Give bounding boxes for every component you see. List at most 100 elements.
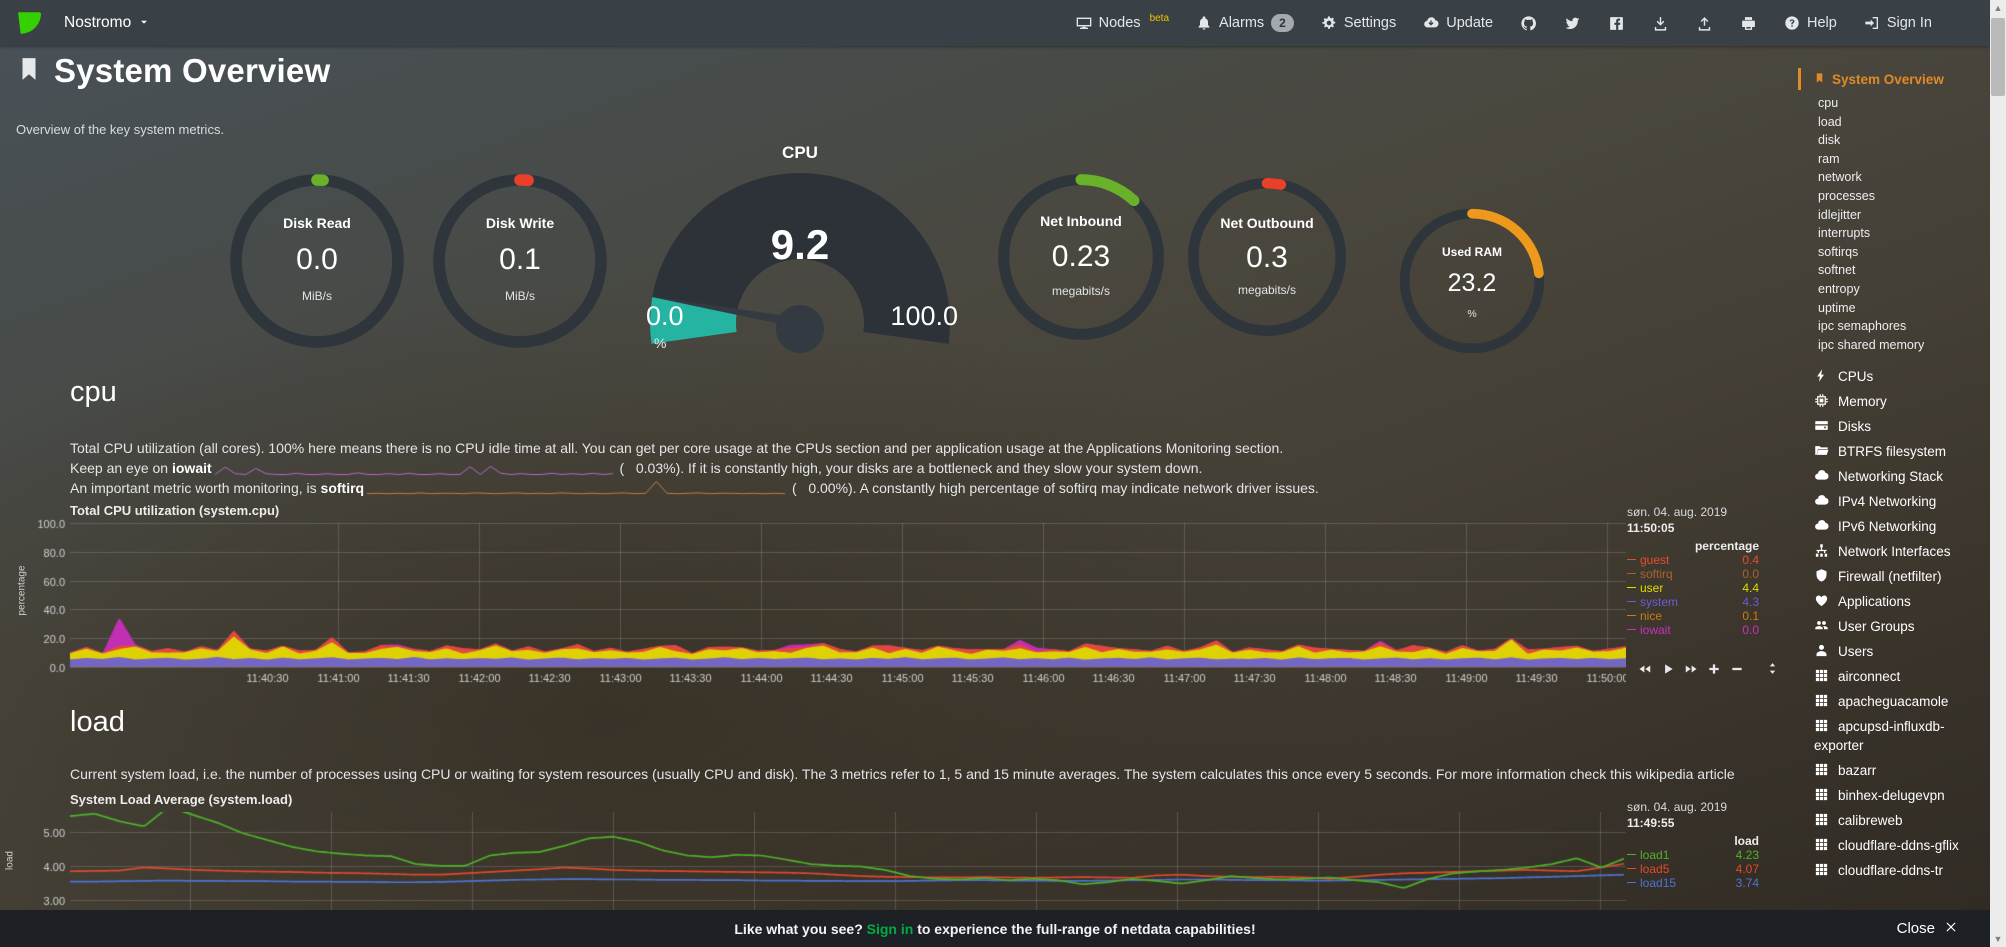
scroll-down-button[interactable]: ▼ <box>1993 934 2003 944</box>
gauge-net-inbound[interactable]: Net Inbound 0.23 megabits/s <box>996 172 1166 342</box>
sidebar-item-disks[interactable]: Disks <box>1798 414 1990 439</box>
sidebar-subitem-entropy[interactable]: entropy <box>1818 281 1860 296</box>
grid-icon <box>1814 838 1838 853</box>
print-button[interactable] <box>1740 15 1757 32</box>
close-icon <box>1944 920 1958 938</box>
sidebar-item-users[interactable]: Users <box>1798 639 1990 664</box>
sidebar-item-cpus[interactable]: CPUs <box>1798 364 1990 389</box>
sidebar: System Overview cpu load disk ram network pro… <box>1798 68 1990 883</box>
zoom-in-icon[interactable] <box>1707 662 1721 681</box>
sidebar-item-applications[interactable]: Applications <box>1798 589 1990 614</box>
page-scrollbar[interactable]: ▲ ▼ <box>1990 0 2006 947</box>
sidebar-subitem-ipc-semaphores[interactable]: ipc semaphores <box>1818 319 1907 334</box>
sidebar-subitem-network[interactable]: network <box>1818 170 1862 185</box>
scroll-up-button[interactable]: ▲ <box>1993 3 2003 13</box>
gauge-value: 0.23 <box>1051 240 1111 273</box>
gauge-cpu[interactable]: CPU 9.2 0.0 100.0 % <box>640 143 960 361</box>
gauge-disk-write[interactable]: Disk Write 0.1 MiB/s <box>431 172 609 350</box>
legend-row-guest[interactable]: guest 0.4 <box>1627 553 1759 567</box>
sidebar-item-network-interfaces[interactable]: Network Interfaces <box>1798 539 1990 564</box>
facebook-button[interactable] <box>1608 15 1625 32</box>
sidebar-item-system-overview[interactable]: System Overview <box>1798 68 1990 90</box>
cpu-chart-resize-handle[interactable] <box>1766 661 1779 681</box>
nodes-button[interactable]: Nodes beta <box>1076 13 1169 31</box>
sidebar-subitem-ipc-shared-memory[interactable]: ipc shared memory <box>1818 337 1925 352</box>
legend-row-system[interactable]: system 4.3 <box>1627 595 1759 609</box>
sidebar-item-networking-stack[interactable]: Networking Stack <box>1798 464 1990 489</box>
sidebar-subitem-idlejitter[interactable]: idlejitter <box>1818 207 1862 222</box>
legend-row-load1[interactable]: load1 4.23 <box>1627 848 1759 862</box>
gauge-title: Net Outbound <box>1220 214 1314 231</box>
legend-row-nice[interactable]: nice 0.1 <box>1627 609 1759 623</box>
update-button[interactable]: Update <box>1423 15 1493 31</box>
hostname-dropdown[interactable]: Nostromo <box>54 8 159 38</box>
sidebar-item-btrfs-filesystem[interactable]: BTRFS filesystem <box>1798 439 1990 464</box>
gauge-unit: megabits/s <box>1051 284 1111 299</box>
sidebar-subitem-interrupts[interactable]: interrupts <box>1818 226 1871 241</box>
pan-backward-icon[interactable] <box>1638 662 1652 681</box>
load-chart-ylabel: load <box>4 851 16 870</box>
legend-row-user[interactable]: user 4.4 <box>1627 581 1759 595</box>
sidebar-item-firewall-netfilter[interactable]: Firewall (netfilter) <box>1798 564 1990 589</box>
bell-icon <box>1196 15 1212 31</box>
play-icon[interactable] <box>1661 662 1675 681</box>
sidebar-item-cloudflare-ddns-gflix[interactable]: cloudflare-ddns-gflix <box>1798 833 1990 858</box>
softirq-sparkline <box>366 480 787 496</box>
sidebar-subitem-load[interactable]: load <box>1818 114 1842 129</box>
sidebar-item-user-groups[interactable]: User Groups <box>1798 614 1990 639</box>
sidebar-subitem-cpu[interactable]: cpu <box>1818 96 1839 110</box>
help-button[interactable]: Help <box>1784 15 1837 31</box>
scrollbar-thumb[interactable] <box>1991 18 2005 96</box>
sidebar-subitem-ram[interactable]: ram <box>1818 151 1840 166</box>
export-button[interactable] <box>1652 15 1669 32</box>
sidebar-item-memory[interactable]: Memory <box>1798 389 1990 414</box>
cloud-update-icon <box>1423 15 1439 31</box>
gauge-net-outbound[interactable]: Net Outbound 0.3 megabits/s <box>1186 176 1348 338</box>
sidebar-item-airconnect[interactable]: airconnect <box>1798 664 1990 689</box>
sidebar-item-calibreweb[interactable]: calibreweb <box>1798 808 1990 833</box>
chevron-down-icon <box>139 14 149 32</box>
legend-row-load15[interactable]: load15 3.74 <box>1627 876 1759 890</box>
sidebar-subitem-processes[interactable]: processes <box>1818 188 1875 203</box>
sidebar-subitem-disk[interactable]: disk <box>1818 133 1841 148</box>
twitter-button[interactable] <box>1564 15 1581 32</box>
alarms-button[interactable]: Alarms 2 <box>1196 14 1294 32</box>
netdata-logo-icon[interactable] <box>14 8 44 38</box>
pan-forward-icon[interactable] <box>1684 662 1698 681</box>
sidebar-item-cloudflare-ddns-tr[interactable]: cloudflare-ddns-tr <box>1798 858 1990 883</box>
gauge-used-ram[interactable]: Used RAM 23.2 % <box>1398 207 1546 355</box>
github-button[interactable] <box>1520 15 1537 32</box>
sidebar-subitem-softirqs[interactable]: softirqs <box>1818 244 1859 259</box>
cpu-chart-canvas[interactable] <box>36 517 1626 683</box>
gauge-max: 100.0 <box>890 301 958 331</box>
cloud-icon <box>1814 469 1838 484</box>
sidebar-item-bazarr[interactable]: bazarr <box>1798 758 1990 783</box>
sidebar-subitem-uptime[interactable]: uptime <box>1818 300 1856 315</box>
sidebar-item-ipv6-networking[interactable]: IPv6 Networking <box>1798 514 1990 539</box>
sidebar-item-binhex-delugevpn[interactable]: binhex-delugevpn <box>1798 783 1990 808</box>
close-label: Close <box>1896 920 1935 937</box>
sidebar-item-ipv4-networking[interactable]: IPv4 Networking <box>1798 489 1990 514</box>
settings-button[interactable]: Settings <box>1321 15 1396 31</box>
close-banner-button[interactable]: Close <box>1897 920 1958 938</box>
legend-row-softirq[interactable]: softirq 0.0 <box>1627 567 1759 581</box>
sidebar-subitem-softnet[interactable]: softnet <box>1818 263 1856 278</box>
load-chart-canvas[interactable] <box>36 812 1626 910</box>
zoom-out-icon[interactable] <box>1730 662 1744 681</box>
sidebar-item-apacheguacamole[interactable]: apacheguacamole <box>1798 689 1990 714</box>
alarms-label: Alarms <box>1219 15 1265 31</box>
legend-row-load5[interactable]: load5 4.07 <box>1627 862 1759 876</box>
page-header: System Overview <box>16 52 330 90</box>
sidebar-item-apcupsd-influxdb-exporter[interactable]: apcupsd-influxdb-exporter <box>1814 719 1945 754</box>
twitter-icon <box>1564 15 1581 32</box>
chart-time: 11:50:05 <box>1627 521 1675 535</box>
sign-in-button[interactable]: Sign In <box>1864 15 1932 31</box>
legend-value: 4.23 <box>1735 848 1759 862</box>
sign-in-icon <box>1864 15 1880 31</box>
legend-row-iowait[interactable]: iowait 0.0 <box>1627 623 1759 637</box>
gauge-title: Disk Read <box>283 214 351 231</box>
import-button[interactable] <box>1696 15 1713 32</box>
sign-in-link[interactable]: Sign in <box>866 920 914 937</box>
gauge-disk-read[interactable]: Disk Read 0.0 MiB/s <box>228 172 406 350</box>
grid-icon <box>1814 863 1838 878</box>
